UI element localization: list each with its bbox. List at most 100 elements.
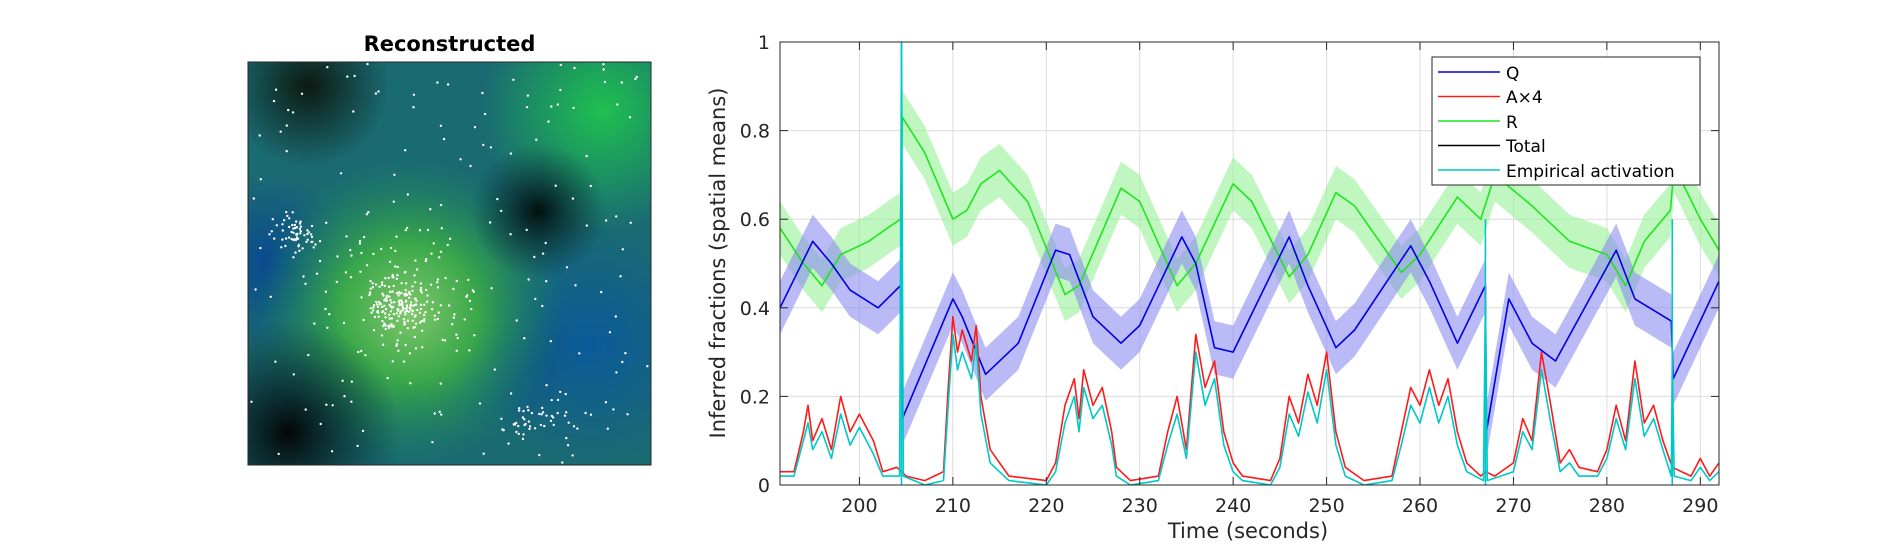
ticks: 200 210 220 230 240 250 260 270 280 290 0 0.2 0.4 0.6… [740, 32, 1719, 517]
event-dot [628, 116, 632, 119]
event-dot [396, 319, 399, 323]
event-dot [507, 442, 510, 445]
event-dot [418, 311, 422, 315]
x-tick-label: 210 [935, 495, 971, 517]
event-dot [423, 303, 426, 306]
event-dot [482, 143, 485, 147]
event-dot [603, 80, 607, 84]
event-dot [509, 392, 513, 395]
event-dot [440, 227, 443, 230]
event-dot [556, 103, 559, 106]
event-dot [314, 243, 317, 246]
event-dot [422, 313, 426, 317]
event-dot [425, 258, 428, 261]
x-tick-label: 240 [1215, 495, 1251, 517]
event-dot [375, 300, 378, 304]
legend-label-total: Total [1505, 137, 1546, 157]
event-dot [309, 233, 313, 236]
event-dot [539, 423, 543, 427]
event-dot [489, 146, 493, 149]
event-dot [634, 77, 637, 81]
event-dot [388, 295, 391, 298]
event-dot [540, 413, 543, 416]
event-dot [292, 373, 295, 376]
event-dot [515, 421, 518, 425]
event-dot [380, 281, 384, 284]
event-dot [517, 432, 520, 436]
event-dot [436, 278, 440, 281]
event-dot [468, 349, 471, 352]
event-dot [439, 382, 442, 385]
event-dot [374, 92, 378, 95]
event-dot [405, 226, 409, 230]
event-dot [404, 300, 408, 303]
event-dot [426, 228, 430, 232]
event-dot [388, 313, 391, 316]
event-dot [453, 313, 456, 316]
y-tick-label: 0.6 [740, 209, 770, 231]
event-dot [404, 310, 407, 314]
x-tick-label: 290 [1682, 495, 1718, 517]
event-dot [404, 343, 407, 347]
event-dot [415, 303, 418, 306]
event-dot [545, 280, 548, 283]
event-dot [522, 409, 525, 413]
event-dot [357, 350, 360, 354]
event-dot [377, 90, 380, 93]
event-dot [509, 233, 512, 236]
event-dot [620, 81, 623, 84]
event-dot [544, 241, 547, 245]
event-dot [561, 461, 564, 464]
event-dot [490, 287, 493, 290]
event-dot [481, 91, 484, 95]
event-dot [359, 270, 362, 273]
event-dot [381, 310, 384, 314]
event-dot [565, 436, 568, 440]
event-dot [288, 217, 291, 220]
event-dot [383, 298, 387, 301]
event-dot [328, 313, 331, 316]
event-dot [284, 244, 287, 248]
event-dot [565, 266, 569, 269]
event-dot [381, 343, 385, 346]
event-dot [391, 290, 394, 293]
event-dot [488, 221, 492, 224]
event-dot [629, 221, 632, 224]
event-dot [436, 286, 440, 289]
event-dot [411, 319, 414, 322]
event-dot [533, 427, 537, 430]
event-dot [400, 299, 403, 303]
event-dot [384, 324, 387, 327]
event-dot [364, 354, 367, 357]
event-dot [383, 312, 387, 315]
event-dot [549, 419, 553, 423]
event-dot [393, 265, 397, 268]
event-dot [387, 326, 391, 330]
x-tick-label: 200 [841, 495, 877, 517]
event-dot [392, 324, 395, 328]
event-dot [517, 409, 521, 412]
event-dot [281, 238, 284, 241]
event-dot [345, 235, 348, 238]
map-frame [247, 61, 652, 466]
event-dot [578, 352, 581, 355]
event-dot [471, 289, 475, 292]
event-dot [395, 292, 399, 295]
event-dot [291, 111, 295, 114]
legend-item-a: A×4 [1438, 88, 1543, 108]
x-tick-label: 260 [1402, 495, 1438, 517]
event-dot [273, 237, 276, 240]
event-dot [352, 110, 355, 113]
event-dot [292, 231, 295, 234]
event-dot [585, 224, 588, 227]
event-dot [397, 349, 400, 352]
event-dot [415, 268, 419, 271]
event-dot [291, 211, 294, 214]
event-dot [392, 200, 395, 203]
event-dot [377, 311, 380, 314]
event-dot [295, 226, 299, 229]
event-dot [372, 329, 376, 332]
event-dot [362, 318, 365, 322]
event-dot [541, 304, 544, 308]
event-dot [419, 282, 423, 285]
